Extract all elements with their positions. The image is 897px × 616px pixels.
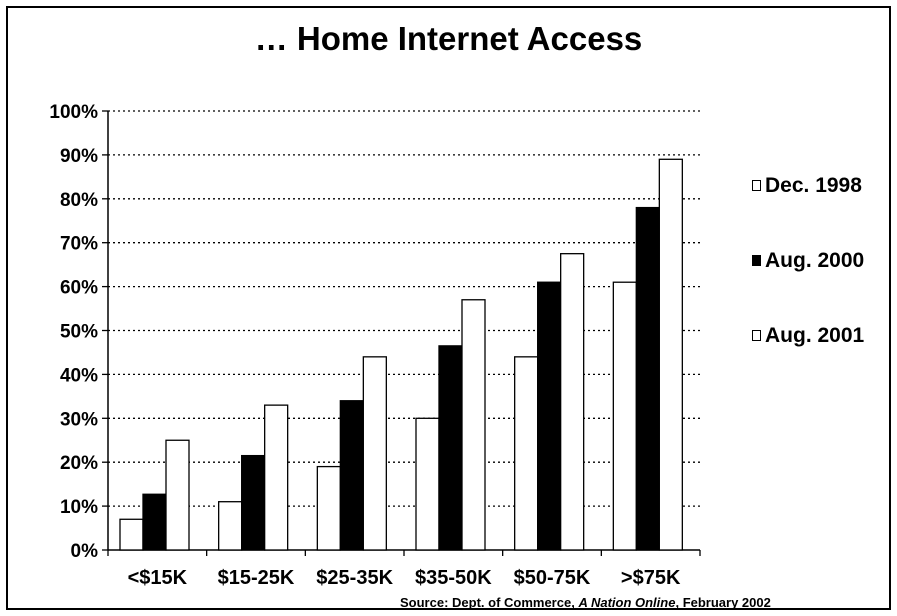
source-title: A Nation Online [578, 595, 676, 610]
y-tick-label: 10% [60, 497, 98, 518]
y-tick-label: 70% [60, 234, 98, 255]
legend-label: Dec. 1998 [765, 174, 862, 197]
bar [362, 356, 387, 551]
x-tick-label: $15-25K [218, 567, 295, 589]
y-tick-label: 60% [60, 278, 98, 299]
bar [339, 400, 364, 551]
bar [415, 417, 440, 551]
source-note: Source: Dept. of Commerce, A Nation Onli… [400, 595, 771, 610]
bar [635, 206, 660, 551]
bar [514, 356, 539, 551]
source-suffix: , February 2002 [675, 595, 771, 610]
bar [218, 501, 243, 551]
x-tick-label: $50-75K [514, 567, 591, 589]
bar [119, 518, 144, 551]
source-prefix: Source: Dept. of Commerce, [400, 595, 579, 610]
bar [316, 465, 341, 551]
y-tick-label: 100% [49, 102, 98, 123]
legend-item-aug-2000: Aug. 2000 [752, 249, 864, 273]
legend-label: Aug. 2001 [765, 324, 865, 347]
y-tick-label: 20% [60, 453, 98, 474]
bar [241, 454, 266, 551]
legend-swatch [752, 255, 761, 266]
chart-title: … Home Internet Access [254, 20, 643, 57]
x-tick-label: <$15K [128, 567, 188, 589]
y-tick-label: 40% [60, 365, 98, 386]
bar [658, 158, 683, 551]
bar [438, 345, 463, 551]
x-tick-label: >$75K [621, 567, 681, 589]
legend-swatch [752, 180, 761, 191]
legend-label: Aug. 2000 [765, 249, 865, 272]
x-tick-label: $35-50K [415, 567, 492, 589]
bar [142, 493, 167, 551]
bar [537, 281, 562, 551]
y-tick-label: 0% [71, 541, 99, 562]
x-tick-label: $25-35K [316, 567, 393, 589]
legend-swatch [752, 330, 761, 341]
y-tick-label: 80% [60, 190, 98, 211]
bar [612, 281, 637, 551]
bar [560, 253, 585, 551]
y-tick-label: 90% [60, 146, 98, 167]
bar [461, 299, 486, 551]
bar [165, 439, 190, 551]
legend-item-dec-1998: Dec. 1998 [752, 174, 862, 198]
y-tick-label: 50% [60, 322, 98, 343]
y-tick-label: 30% [60, 409, 98, 430]
legend-item-aug-2001: Aug. 2001 [752, 324, 864, 348]
bar [264, 404, 289, 551]
